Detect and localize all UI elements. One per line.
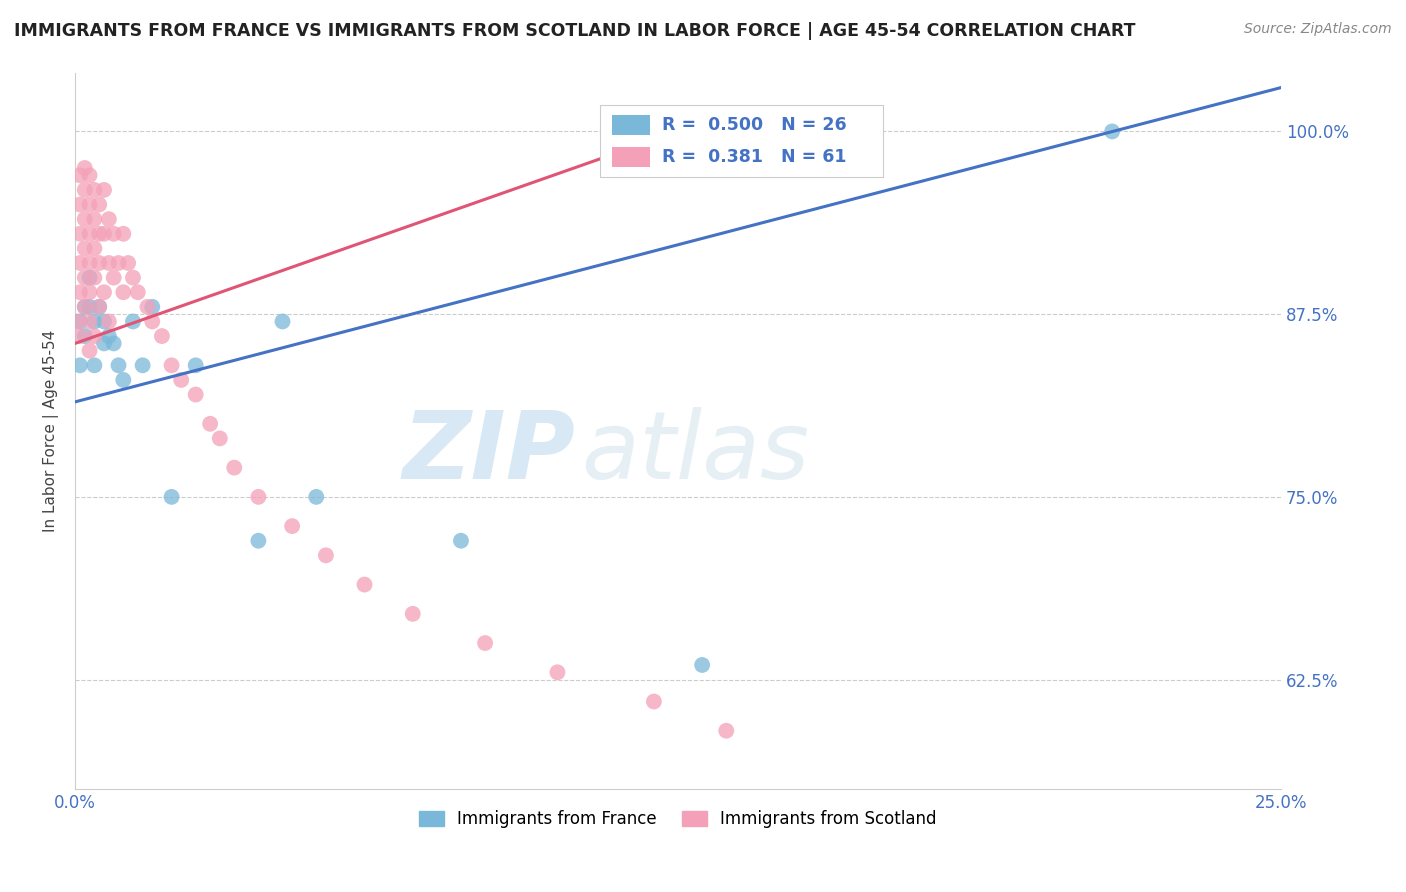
Point [170, 373, 193, 387]
Point [73, 161, 96, 175]
Point [112, 373, 135, 387]
Point [97, 212, 120, 227]
Point [122, 270, 145, 285]
Point [83, 359, 105, 373]
Point [716, 723, 738, 738]
Point [93, 336, 115, 351]
Point [450, 533, 472, 548]
Text: atlas: atlas [582, 407, 810, 498]
Point [69, 329, 91, 343]
Point [224, 460, 246, 475]
Point [79, 343, 101, 358]
Point [89, 256, 111, 270]
Point [136, 300, 159, 314]
Point [69, 314, 91, 328]
Point [73, 270, 96, 285]
Point [198, 417, 221, 431]
Point [83, 314, 105, 328]
Y-axis label: In Labor Force | Age 45-54: In Labor Force | Age 45-54 [44, 330, 59, 533]
Point [184, 359, 207, 373]
Point [93, 183, 115, 197]
Point [131, 359, 153, 373]
Point [103, 336, 125, 351]
Point [141, 314, 163, 328]
Point [160, 490, 183, 504]
Point [546, 665, 568, 680]
Point [97, 256, 120, 270]
Point [79, 270, 101, 285]
Point [305, 490, 328, 504]
Point [69, 285, 91, 300]
Point [89, 197, 111, 211]
Point [103, 227, 125, 241]
Point [89, 300, 111, 314]
Text: Source: ZipAtlas.com: Source: ZipAtlas.com [1244, 22, 1392, 37]
Point [73, 183, 96, 197]
Point [69, 256, 91, 270]
Point [103, 270, 125, 285]
Point [122, 314, 145, 328]
Point [89, 227, 111, 241]
Point [112, 227, 135, 241]
Point [643, 694, 665, 708]
Point [112, 285, 135, 300]
Point [93, 314, 115, 328]
Legend: Immigrants from France, Immigrants from Scotland: Immigrants from France, Immigrants from … [412, 804, 943, 835]
Point [89, 300, 111, 314]
Point [93, 227, 115, 241]
Point [79, 300, 101, 314]
Point [69, 359, 91, 373]
Point [1101, 124, 1123, 138]
Point [281, 519, 304, 533]
Point [69, 227, 91, 241]
Point [73, 212, 96, 227]
FancyBboxPatch shape [612, 115, 651, 136]
Point [79, 256, 101, 270]
Point [271, 314, 294, 328]
Point [69, 197, 91, 211]
Point [107, 359, 129, 373]
Point [79, 197, 101, 211]
Point [66, 314, 89, 328]
Point [83, 270, 105, 285]
Point [83, 241, 105, 255]
Text: R =  0.381   N = 61: R = 0.381 N = 61 [662, 148, 846, 166]
Text: ZIP: ZIP [402, 407, 575, 499]
Point [247, 533, 270, 548]
Point [150, 329, 173, 343]
Text: R =  0.500   N = 26: R = 0.500 N = 26 [662, 116, 846, 135]
Point [73, 329, 96, 343]
Point [97, 329, 120, 343]
Point [73, 300, 96, 314]
Point [73, 241, 96, 255]
Point [208, 431, 231, 445]
Point [141, 300, 163, 314]
FancyBboxPatch shape [599, 105, 883, 177]
Point [690, 657, 713, 672]
FancyBboxPatch shape [612, 147, 651, 167]
Point [353, 577, 375, 591]
Point [315, 549, 337, 563]
Point [160, 359, 183, 373]
Point [79, 314, 101, 328]
Point [93, 285, 115, 300]
Point [247, 490, 270, 504]
Point [474, 636, 496, 650]
Point [107, 256, 129, 270]
Point [69, 169, 91, 183]
Point [184, 387, 207, 401]
Point [79, 169, 101, 183]
Point [73, 300, 96, 314]
Point [83, 212, 105, 227]
Point [83, 329, 105, 343]
Point [402, 607, 425, 621]
Point [79, 227, 101, 241]
Point [97, 314, 120, 328]
Point [127, 285, 149, 300]
Point [117, 256, 139, 270]
Text: IMMIGRANTS FROM FRANCE VS IMMIGRANTS FROM SCOTLAND IN LABOR FORCE | AGE 45-54 CO: IMMIGRANTS FROM FRANCE VS IMMIGRANTS FRO… [14, 22, 1136, 40]
Point [79, 285, 101, 300]
Point [83, 183, 105, 197]
